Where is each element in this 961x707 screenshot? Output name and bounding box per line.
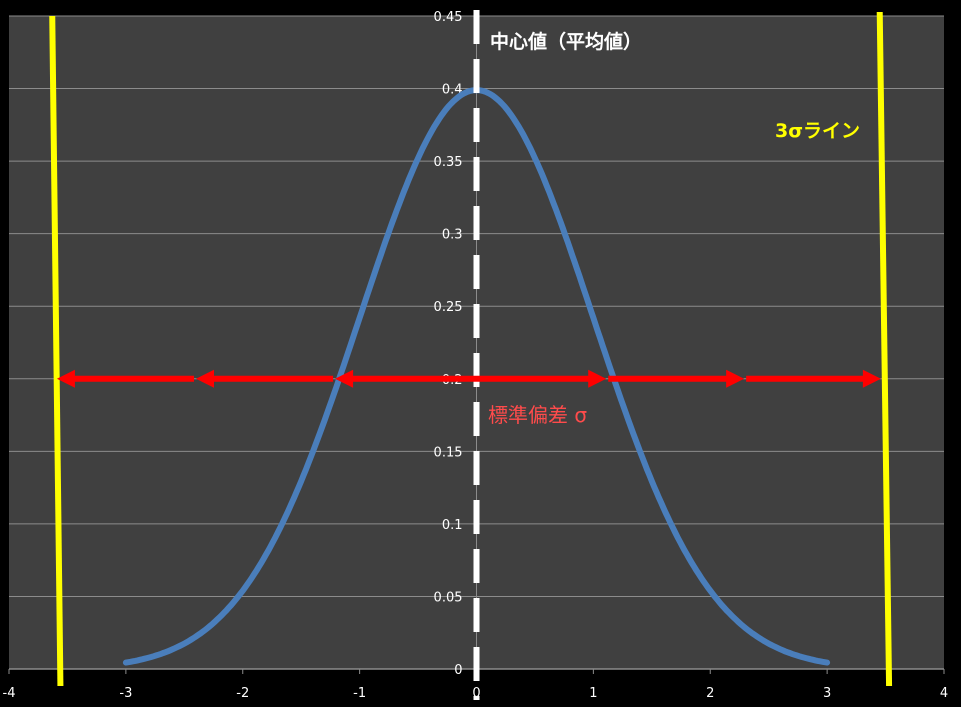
mean-label: 中心値（平均値）: [490, 30, 642, 53]
x-tick-label: 0: [472, 686, 480, 701]
sigma-arrow: [335, 369, 607, 388]
three-sigma-line-left: [49, 15, 64, 687]
y-tick-label: 0.15: [434, 445, 463, 460]
x-tick-label: -4: [3, 686, 16, 701]
sigma-arrow: [746, 369, 881, 388]
x-tick-label: 3: [823, 686, 831, 701]
y-tick-label: 0.4: [442, 83, 463, 98]
y-tick-label: 0.05: [434, 590, 463, 605]
arrow-head: [726, 369, 745, 388]
y-tick-label: 0: [454, 663, 462, 678]
arrow-head: [196, 369, 214, 388]
three-sigma-label: 3σライン: [775, 120, 860, 142]
y-tick-label: 0.3: [442, 228, 463, 243]
x-tick-label: 1: [589, 686, 597, 701]
x-tick-label: -3: [119, 686, 132, 701]
x-tick-label: 2: [706, 686, 714, 701]
arrow-head: [588, 369, 607, 388]
arrow-head: [335, 369, 354, 388]
y-tick-label: 0.45: [434, 10, 463, 25]
x-tick-label: 4: [940, 686, 948, 701]
sigma-arrow: [56, 369, 194, 388]
sigma-arrow: [608, 369, 745, 388]
arrow-head: [862, 369, 881, 388]
sigma-arrow: [196, 369, 334, 388]
x-tick-label: -1: [353, 686, 366, 701]
sigma-label: 標準偏差 σ: [488, 403, 587, 427]
y-tick-label: 0.1: [442, 518, 463, 533]
three-sigma-line-right: [876, 11, 893, 687]
x-tick-label: -2: [236, 686, 249, 701]
y-tick-label: 0.25: [434, 300, 463, 315]
arrow-head: [56, 369, 75, 388]
y-tick-label: 0.35: [434, 155, 463, 170]
